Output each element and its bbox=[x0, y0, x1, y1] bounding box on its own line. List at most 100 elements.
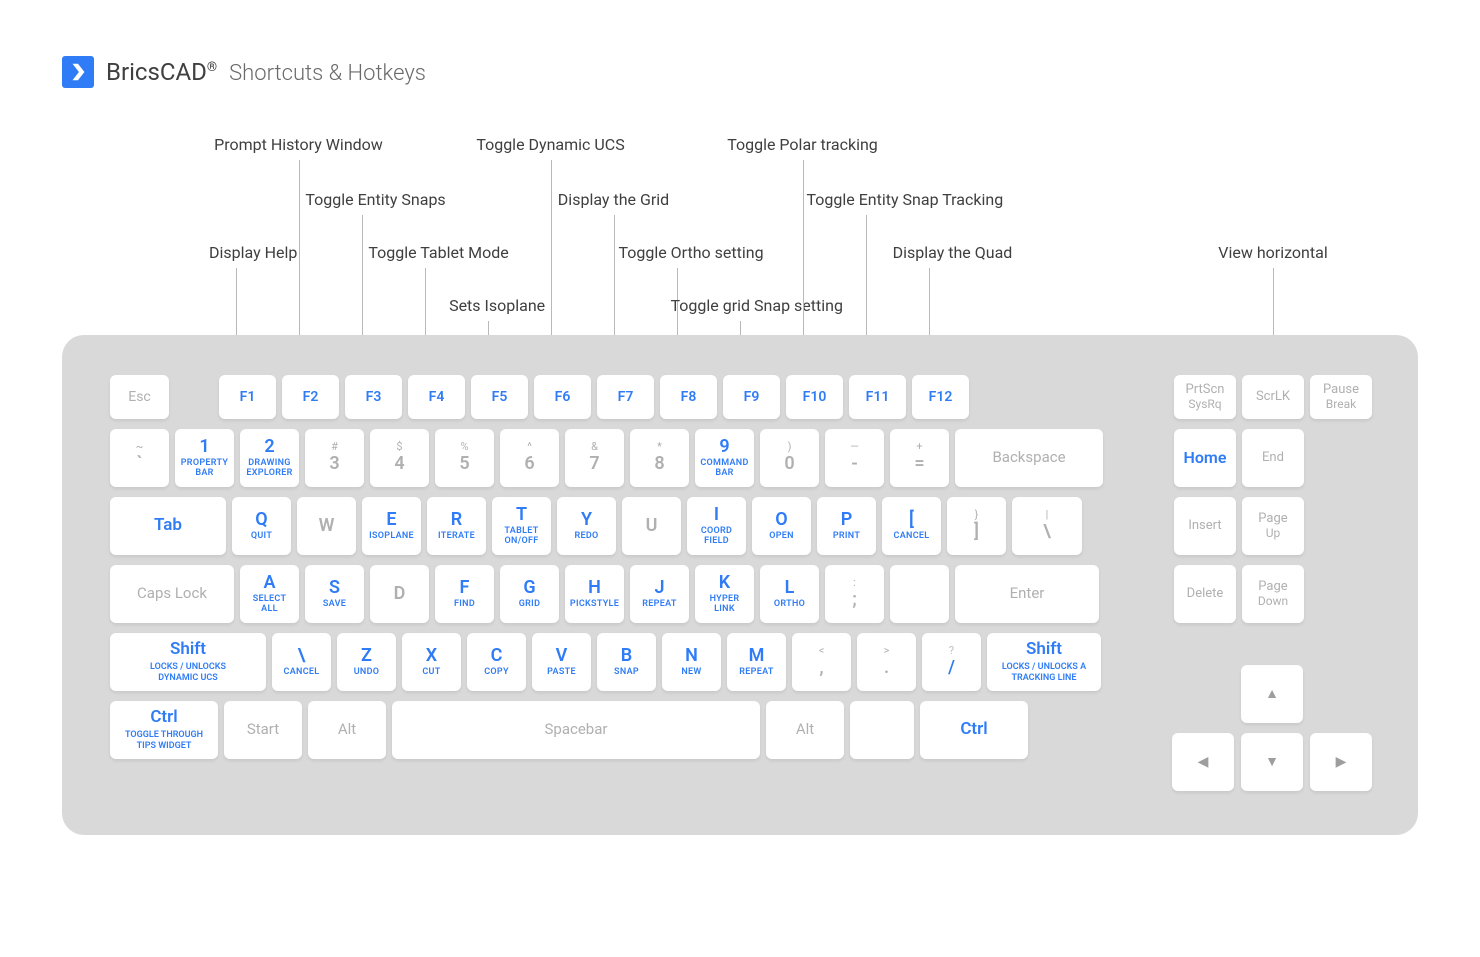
key-ctrl-right: Ctrl bbox=[920, 701, 1028, 759]
key-a-3: FFIND bbox=[435, 565, 494, 623]
keyboard: Esc F1F2F3F4F5F6F7F8F9F10F11F12 ~`1PROPERT… bbox=[62, 335, 1418, 835]
key-scrlk: ScrLK bbox=[1242, 375, 1304, 419]
key-z-2: XCUT bbox=[402, 633, 461, 691]
key-backspace: Backspace bbox=[955, 429, 1103, 487]
key-spacebar: Spacebar bbox=[392, 701, 760, 759]
key-z-7: MREPEAT bbox=[727, 633, 786, 691]
key-f1: F1 bbox=[219, 375, 276, 419]
key-z-0: \CANCEL bbox=[272, 633, 331, 691]
key-z-5: BSNAP bbox=[597, 633, 656, 691]
key-q-11: }] bbox=[947, 497, 1006, 555]
key-a-7: KHYPERLINK bbox=[695, 565, 754, 623]
key-a-9: :; bbox=[825, 565, 884, 623]
key-q-9: PPRINT bbox=[817, 497, 876, 555]
key-menu bbox=[850, 701, 914, 759]
key-ctrl-left: CtrlTOGGLE THROUGH TIPS WIDGET bbox=[110, 701, 218, 759]
key-tab: Tab bbox=[110, 497, 226, 555]
key-z-1: ZUNDO bbox=[337, 633, 396, 691]
key-pgup: PageUp bbox=[1242, 497, 1304, 555]
key-num-9: 9COMMANDBAR bbox=[695, 429, 754, 487]
key-q-0: QQUIT bbox=[232, 497, 291, 555]
key-q-12: |\ bbox=[1012, 497, 1082, 555]
key-insert: Insert bbox=[1174, 497, 1236, 555]
page-subtitle: Shortcuts & Hotkeys bbox=[229, 61, 426, 86]
key-start: Start bbox=[224, 701, 302, 759]
key-f9: F9 bbox=[723, 375, 780, 419]
callout-f7: Display the Grid bbox=[558, 190, 669, 209]
key-q-3: RITERATE bbox=[427, 497, 486, 555]
key-q-10: [CANCEL bbox=[882, 497, 941, 555]
key-q-1: W bbox=[297, 497, 356, 555]
key-q-6: U bbox=[622, 497, 681, 555]
key-f6: F6 bbox=[534, 375, 591, 419]
key-f12: F12 bbox=[912, 375, 969, 419]
key-f11: F11 bbox=[849, 375, 906, 419]
callout-f3: Toggle Entity Snaps bbox=[305, 190, 445, 209]
key-esc: Esc bbox=[110, 375, 169, 419]
key-num-5: %5 bbox=[435, 429, 494, 487]
key-z-6: NNEW bbox=[662, 633, 721, 691]
key-num-12: += bbox=[890, 429, 949, 487]
key-f7: F7 bbox=[597, 375, 654, 419]
key-shift-right: ShiftLOCKS / UNLOCKS ATRACKING LINE bbox=[987, 633, 1101, 691]
key-num-4: $4 bbox=[370, 429, 429, 487]
callout-home: View horizontal bbox=[1218, 243, 1327, 262]
key-num-11: —- bbox=[825, 429, 884, 487]
key-num-7: &7 bbox=[565, 429, 624, 487]
key-a-1: SSAVE bbox=[305, 565, 364, 623]
key-num-1: 1PROPERTYBAR bbox=[175, 429, 234, 487]
key-z-8: <, bbox=[792, 633, 851, 691]
key-f8: F8 bbox=[660, 375, 717, 419]
callout-f5: Sets Isoplane bbox=[449, 296, 545, 315]
key-num-10: )0 bbox=[760, 429, 819, 487]
key-z-9: >. bbox=[857, 633, 916, 691]
key-a-8: LORTHO bbox=[760, 565, 819, 623]
key-f2: F2 bbox=[282, 375, 339, 419]
callout-f8: Toggle Ortho setting bbox=[618, 243, 763, 262]
callout-f12: Display the Quad bbox=[893, 243, 1013, 262]
callout-f11: Toggle Entity Snap Tracking bbox=[806, 190, 1003, 209]
callout-f2: Prompt History Window bbox=[214, 135, 383, 154]
key-arrow-down: ▼ bbox=[1241, 733, 1303, 791]
key-pause: PauseBreak bbox=[1310, 375, 1372, 419]
key-num-3: #3 bbox=[305, 429, 364, 487]
key-shift-left: ShiftLOCKS / UNLOCKS DYNAMIC UCS bbox=[110, 633, 266, 691]
key-pgdn: PageDown bbox=[1242, 565, 1304, 623]
key-q-8: OOPEN bbox=[752, 497, 811, 555]
key-a-4: GGRID bbox=[500, 565, 559, 623]
key-home: Home bbox=[1174, 429, 1236, 487]
key-num-6: ^6 bbox=[500, 429, 559, 487]
key-delete: Delete bbox=[1174, 565, 1236, 623]
key-num-0: ~` bbox=[110, 429, 169, 487]
key-num-8: *8 bbox=[630, 429, 689, 487]
key-arrow-left: ◀ bbox=[1172, 733, 1234, 791]
key-capslock: Caps Lock bbox=[110, 565, 234, 623]
key-f3: F3 bbox=[345, 375, 402, 419]
key-f4: F4 bbox=[408, 375, 465, 419]
callout-f6: Toggle Dynamic UCS bbox=[476, 135, 624, 154]
key-alt-left: Alt bbox=[308, 701, 386, 759]
key-q-5: YREDO bbox=[557, 497, 616, 555]
key-prtscn: PrtScnSysRq bbox=[1174, 375, 1236, 419]
key-arrow-right: ▶ bbox=[1310, 733, 1372, 791]
key-a-5: HPICKSTYLE bbox=[565, 565, 624, 623]
key-q-4: TTABLETON/OFF bbox=[492, 497, 551, 555]
key-a-6: JREPEAT bbox=[630, 565, 689, 623]
key-f5: F5 bbox=[471, 375, 528, 419]
key-a-0: ASELECTALL bbox=[240, 565, 299, 623]
key-a-2: D bbox=[370, 565, 429, 623]
callout-f10: Toggle Polar tracking bbox=[727, 135, 878, 154]
arrow-keys: ▲ ◀ ▼ ▶ bbox=[1172, 665, 1372, 791]
key-num-2: 2DRAWINGEXPLORER bbox=[240, 429, 299, 487]
key-enter: Enter bbox=[955, 565, 1099, 623]
key-z-3: CCOPY bbox=[467, 633, 526, 691]
logo-icon bbox=[62, 56, 94, 88]
key-end: End bbox=[1242, 429, 1304, 487]
key-z-4: VPASTE bbox=[532, 633, 591, 691]
key-arrow-up: ▲ bbox=[1241, 665, 1303, 723]
key-a-10 bbox=[890, 565, 949, 623]
callout-f1: Display Help bbox=[209, 243, 297, 262]
key-f10: F10 bbox=[786, 375, 843, 419]
callout-f9: Toggle grid Snap setting bbox=[671, 296, 843, 315]
key-z-10: ?/ bbox=[922, 633, 981, 691]
